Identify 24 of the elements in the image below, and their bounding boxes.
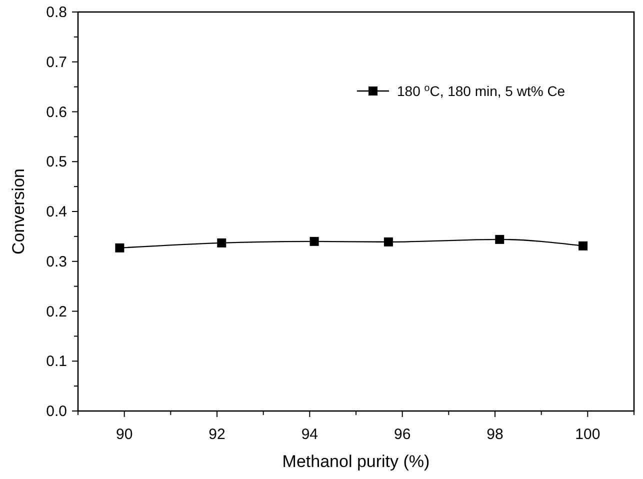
point — [578, 241, 588, 250]
y-tick-label: 0.8 — [46, 4, 67, 21]
x-tick-label: 92 — [208, 426, 226, 443]
point — [310, 236, 319, 246]
y-tick-label: 0.2 — [46, 303, 67, 320]
x-tick-label: 100 — [575, 426, 600, 443]
y-tick-label: 0.1 — [46, 353, 67, 370]
point — [115, 243, 124, 252]
x-tick-label: 94 — [301, 426, 318, 443]
point — [217, 238, 226, 248]
y-axis-title: Conversion — [9, 168, 28, 254]
x-tick-label: 90 — [116, 426, 133, 443]
x-axis-title: Methanol purity (%) — [282, 452, 430, 471]
x-tick-label: 96 — [394, 426, 411, 443]
y-tick-label: 0.3 — [46, 253, 67, 270]
point — [384, 237, 393, 246]
y-tick-label: 0.0 — [46, 403, 67, 420]
x-tick-label: 98 — [486, 426, 504, 443]
y-tick-label: 0.7 — [46, 54, 67, 71]
point — [495, 234, 504, 244]
y-tick-label: 0.6 — [46, 104, 67, 121]
y-tick-label: 0.4 — [46, 204, 67, 220]
y-tick-label: 0.5 — [46, 154, 67, 171]
legend-label: 180 $^{o}$C, 180 min, 5 wt% Ce — [397, 82, 566, 99]
